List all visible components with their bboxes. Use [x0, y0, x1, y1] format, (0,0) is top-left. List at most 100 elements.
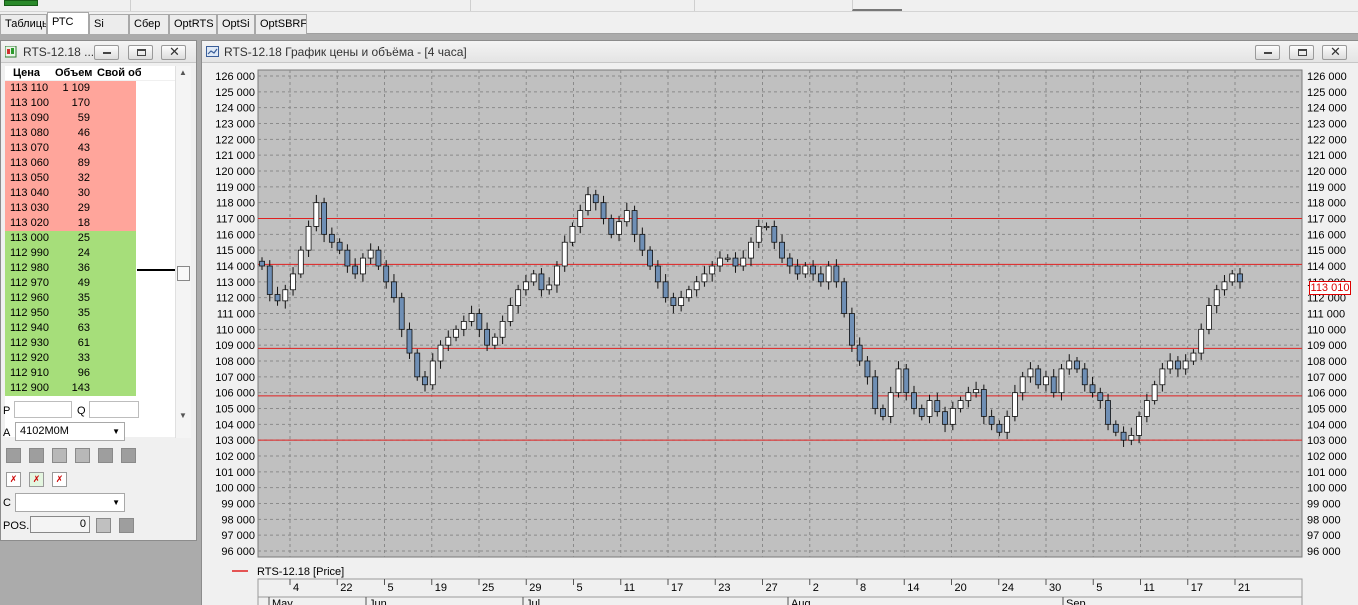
- buy-row[interactable]: 112 970 49: [5, 276, 175, 291]
- sell-row[interactable]: 113 100 170: [5, 96, 175, 111]
- row-price: 113 040: [5, 186, 53, 201]
- cancel-sell-orders-button[interactable]: ✗: [29, 472, 44, 487]
- action-button-5[interactable]: [98, 448, 113, 463]
- candle-body: [266, 265, 273, 295]
- candle-body: [561, 241, 568, 267]
- candle-body: [577, 210, 584, 227]
- row-price: 112 940: [5, 321, 53, 336]
- candle-body: [740, 257, 747, 267]
- tab-si[interactable]: Si: [89, 14, 129, 34]
- buy-row[interactable]: 112 940 63: [5, 321, 175, 336]
- row-own-volume: [93, 201, 136, 216]
- tab-sber[interactable]: Сбер: [129, 14, 169, 34]
- y-tick-left: 109 000: [215, 340, 255, 352]
- candle-body: [949, 408, 956, 425]
- candle-body: [825, 265, 832, 283]
- scroll-thumb[interactable]: [177, 266, 190, 281]
- minimize-button[interactable]: [94, 45, 119, 60]
- candle-body: [1035, 368, 1042, 386]
- position-field: 0: [30, 516, 90, 533]
- row-volume: 36: [53, 261, 93, 276]
- price-chart[interactable]: 96 000 96 000 97 000 97 000 98 000 98 000 99 0…: [202, 41, 1358, 605]
- maximize-icon: [1298, 49, 1307, 56]
- action-button-1[interactable]: [6, 448, 21, 463]
- y-tick-right: 121 000: [1307, 150, 1347, 162]
- row-price: 112 920: [5, 351, 53, 366]
- x-month-tick-label: Jun: [369, 598, 387, 605]
- buy-row[interactable]: 113 000 25: [5, 231, 175, 246]
- sell-row[interactable]: 113 110 1 109: [5, 81, 175, 96]
- tab-tables[interactable]: Таблицы: [0, 14, 47, 34]
- minimize-button[interactable]: [1255, 45, 1280, 60]
- position-action-button-2[interactable]: [119, 518, 134, 533]
- toolbar-segment: [470, 0, 660, 11]
- maximize-button[interactable]: [128, 45, 153, 60]
- tab-rts[interactable]: РТС: [47, 12, 89, 34]
- toolbar-segment: [852, 0, 902, 11]
- action-button-4[interactable]: [75, 448, 90, 463]
- action-button-3[interactable]: [52, 448, 67, 463]
- quantity-input[interactable]: [89, 401, 139, 418]
- action-button-6[interactable]: [121, 448, 136, 463]
- sell-row[interactable]: 113 080 46: [5, 126, 175, 141]
- sell-row[interactable]: 113 090 59: [5, 111, 175, 126]
- candle-body: [608, 218, 615, 235]
- sell-row[interactable]: 113 040 30: [5, 186, 175, 201]
- quantity-label: Q: [77, 405, 86, 417]
- row-price: 112 950: [5, 306, 53, 321]
- candle-body: [755, 226, 762, 243]
- x-day-tick-label: 8: [860, 582, 866, 594]
- cancel-buy-orders-button[interactable]: ✗: [6, 472, 21, 487]
- buy-row[interactable]: 112 960 35: [5, 291, 175, 306]
- y-tick-left: 122 000: [215, 134, 255, 146]
- tab-optsbrf[interactable]: OptSBRF: [255, 14, 307, 34]
- candle-body: [1019, 376, 1026, 394]
- candle-body: [1043, 376, 1049, 386]
- legend-label: RTS-12.18 [Price]: [257, 566, 344, 578]
- tab-optsi[interactable]: OptSi: [217, 14, 255, 34]
- sell-row[interactable]: 113 030 29: [5, 201, 175, 216]
- cancel-stop-orders-button[interactable]: ✗: [52, 472, 67, 487]
- position-action-button-1[interactable]: [96, 518, 111, 533]
- candle-body: [367, 249, 374, 259]
- price-input[interactable]: [14, 401, 72, 418]
- order-book-titlebar[interactable]: RTS-12.18 ... ✕: [1, 41, 196, 63]
- row-own-volume: [93, 246, 136, 261]
- action-button-2[interactable]: [29, 448, 44, 463]
- maximize-button[interactable]: [1289, 45, 1314, 60]
- candle-body: [996, 423, 1003, 433]
- buy-row[interactable]: 112 990 24: [5, 246, 175, 261]
- buy-row[interactable]: 112 910 96: [5, 366, 175, 381]
- row-volume: 30: [53, 186, 93, 201]
- chart-titlebar[interactable]: RTS-12.18 График цены и объёма - [4 часа…: [202, 41, 1358, 63]
- x-day-tick-label: 4: [293, 582, 299, 594]
- buy-row[interactable]: 112 980 36: [5, 261, 175, 276]
- candle-body: [360, 257, 366, 275]
- class-select[interactable]: ▼: [15, 493, 125, 512]
- sell-row[interactable]: 113 060 89: [5, 156, 175, 171]
- row-price: 112 980: [5, 261, 53, 276]
- candle-body: [460, 321, 467, 330]
- tab-optrts[interactable]: OptRTS: [169, 14, 217, 34]
- order-book-header: Цена Объем Свой об: [5, 66, 191, 80]
- candle-body: [1097, 392, 1104, 401]
- sell-row[interactable]: 113 070 43: [5, 141, 175, 156]
- account-select[interactable]: 4102M0M ▼: [15, 422, 125, 441]
- candle-body: [1221, 281, 1228, 291]
- x-day-tick-label: 23: [718, 582, 730, 594]
- buy-row[interactable]: 112 930 61: [5, 336, 175, 351]
- candle-body: [352, 265, 359, 275]
- buy-row[interactable]: 112 950 35: [5, 306, 175, 321]
- sell-row[interactable]: 113 020 18: [5, 216, 175, 231]
- scroll-up-icon[interactable]: ▲: [179, 68, 187, 77]
- y-tick-right: 106 000: [1307, 388, 1347, 400]
- scroll-down-icon[interactable]: ▼: [179, 411, 187, 420]
- close-button[interactable]: ✕: [161, 45, 186, 60]
- buy-row[interactable]: 112 920 33: [5, 351, 175, 366]
- buy-row[interactable]: 112 900 143: [5, 381, 175, 396]
- sell-row[interactable]: 113 050 32: [5, 171, 175, 186]
- order-book-scrollbar[interactable]: ▲ ▼: [175, 66, 191, 438]
- close-button[interactable]: ✕: [1322, 45, 1347, 60]
- candle-body: [305, 226, 312, 251]
- candle-body: [786, 257, 793, 267]
